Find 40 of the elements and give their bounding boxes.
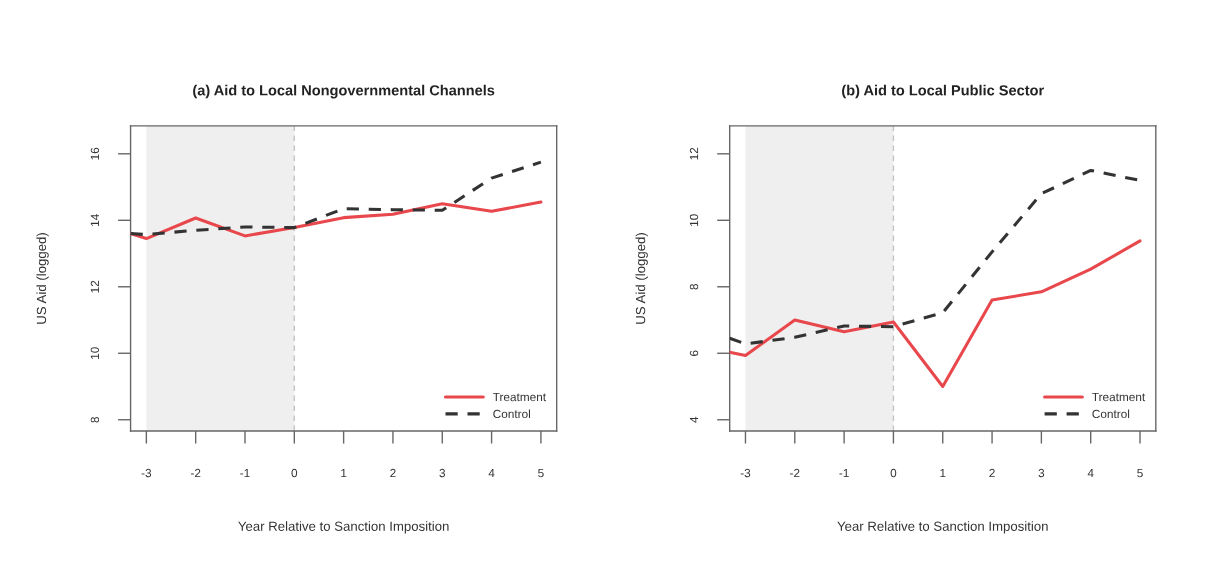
x-tick-label: 5 xyxy=(538,468,544,478)
y-axis-title: US Aid (logged) xyxy=(36,233,49,324)
line-series xyxy=(729,239,1142,389)
y-tick-label: 14 xyxy=(90,214,99,226)
x-tick-label: -2 xyxy=(790,468,800,478)
x-tick-label: -1 xyxy=(240,468,250,478)
line-series xyxy=(130,160,543,237)
legend-label: Control xyxy=(493,409,530,419)
x-tick-label: 0 xyxy=(291,468,298,478)
y-tick-label: 10 xyxy=(689,214,699,226)
x-tick-label: 4 xyxy=(488,468,495,478)
x-tick-label: 1 xyxy=(940,468,946,478)
legend-label: Treatment xyxy=(1092,392,1146,402)
x-tick-label: -1 xyxy=(839,468,849,478)
y-axis-title: US Aid (logged) xyxy=(635,233,648,324)
x-tick-label: 4 xyxy=(1087,468,1094,478)
x-tick-label: 3 xyxy=(1038,468,1045,478)
x-tick-label: 2 xyxy=(989,468,995,478)
y-tick-label: 6 xyxy=(689,350,699,356)
x-tick-label: 2 xyxy=(390,468,396,478)
y-tick-label: 10 xyxy=(90,347,100,359)
x-tick-label: -2 xyxy=(190,468,201,478)
y-tick-label: 12 xyxy=(689,147,699,160)
x-tick-label: 0 xyxy=(890,468,897,478)
chart-title: (b) Aid to Local Public Sector xyxy=(842,84,1044,99)
y-tick-label: 8 xyxy=(689,284,699,290)
legend-label: Treatment xyxy=(492,392,546,402)
x-tick-label: -3 xyxy=(141,468,152,478)
legend-label: Control xyxy=(1092,409,1130,419)
chart-title: (a) Aid to Local Nongovernmental Channels xyxy=(193,84,495,99)
x-tick-label: 1 xyxy=(341,468,347,478)
y-tick-label: 12 xyxy=(90,280,99,293)
x-tick-label: 5 xyxy=(1137,468,1143,478)
x-tick-label: -3 xyxy=(740,468,751,478)
y-tick-label: 16 xyxy=(90,147,100,160)
x-axis-title: Year Relative to Sanction Imposition xyxy=(837,521,1048,534)
y-tick-label: 4 xyxy=(689,416,699,423)
x-tick-label: 3 xyxy=(439,468,446,478)
x-axis-title: Year Relative to Sanction Imposition xyxy=(238,521,449,534)
y-tick-label: 8 xyxy=(90,416,100,423)
